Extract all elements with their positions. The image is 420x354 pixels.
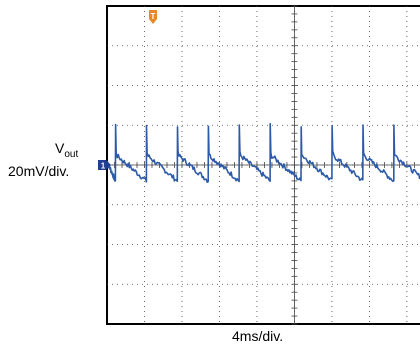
ylabel-symbol: Vout	[55, 140, 78, 160]
ylabel-sub: out	[64, 149, 78, 160]
marker-layer: T1	[98, 10, 157, 171]
trigger-marker: T	[149, 10, 157, 24]
trigger-marker-shape	[149, 10, 157, 24]
channel-marker: 1	[98, 160, 111, 171]
channel-marker-shape	[98, 160, 111, 170]
ylabel-scale: 20mV/div.	[8, 163, 69, 179]
trigger-marker-label: T	[151, 12, 156, 21]
ylabel-v: V	[55, 140, 65, 156]
plot-area	[106, 5, 420, 325]
channel-marker-label: 1	[101, 162, 106, 171]
trace-layer	[106, 122, 420, 183]
series-trace	[106, 122, 420, 183]
xlabel: 4ms/div.	[232, 328, 283, 344]
